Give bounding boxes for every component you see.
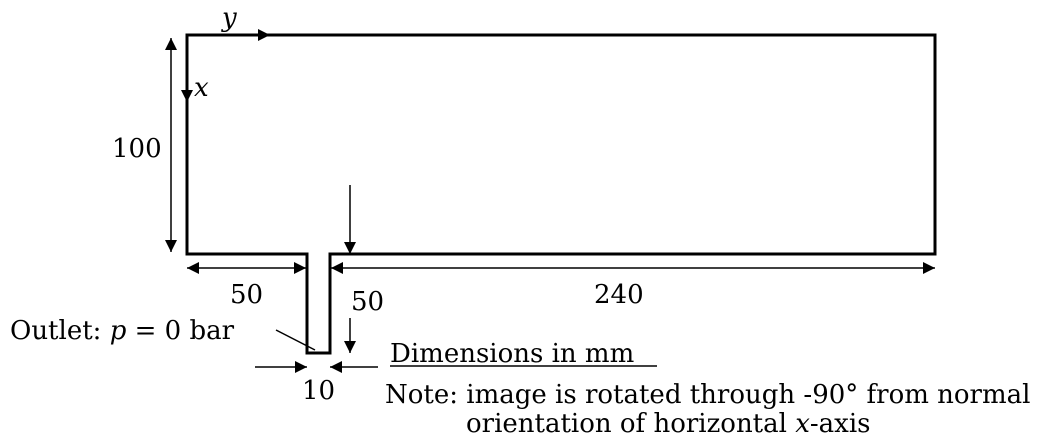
- x-axis-label: x: [194, 73, 209, 103]
- outlet-width-label: 10: [302, 376, 335, 406]
- domain-outline: [185, 33, 937, 355]
- rotation-note-line2: orientation of horizontal x-axis: [466, 409, 871, 439]
- outlet-depth-label: 50: [351, 287, 384, 317]
- units-note: Dimensions in mm: [390, 339, 634, 369]
- left-width-label: 50: [230, 280, 263, 310]
- outlet-label: Outlet: p = 0 bar: [10, 316, 235, 346]
- height-dimension-label: 100: [112, 134, 162, 164]
- y-axis-label: y: [221, 3, 237, 33]
- rotation-note-line1: Note: image is rotated through -90° from…: [385, 380, 1030, 410]
- right-width-label: 240: [594, 280, 644, 310]
- outlet-leader-line: [275, 329, 316, 351]
